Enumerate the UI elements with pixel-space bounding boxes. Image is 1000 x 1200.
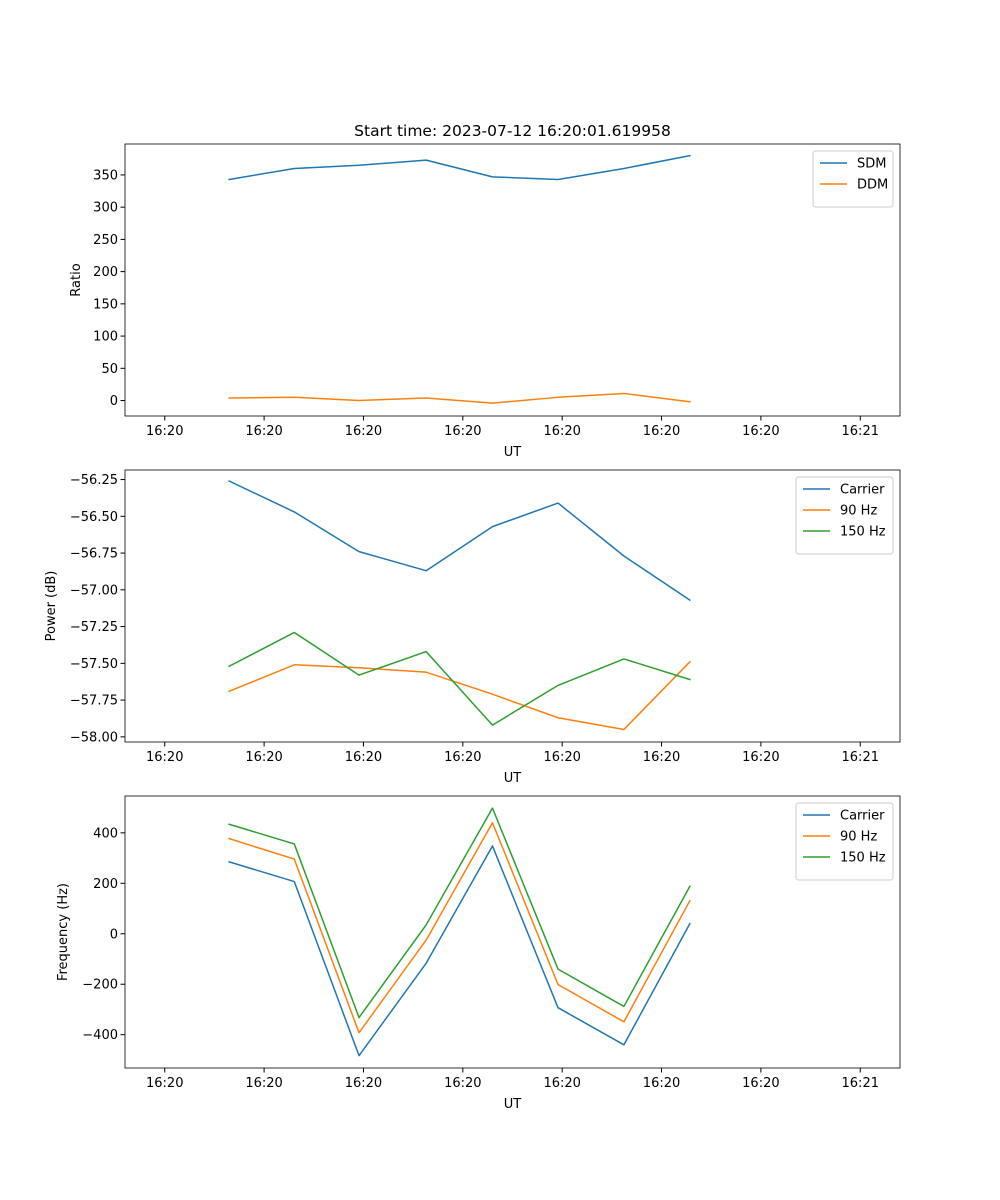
series-line-90-hz bbox=[228, 822, 691, 1034]
y-tick-label: −400 bbox=[82, 1028, 118, 1043]
legend-label: 150 Hz bbox=[840, 525, 886, 540]
x-tick-label: 16:20 bbox=[742, 750, 779, 765]
legend: Carrier 90 Hz 150 Hz bbox=[795, 802, 894, 881]
chart-panel-2: 16:20 16:20 16:20 16:20 16:20 16:20 16:20 16:21… bbox=[44, 469, 901, 786]
x-tick-label: 16:20 bbox=[543, 1076, 580, 1091]
y-tick-label: 150 bbox=[93, 297, 118, 312]
legend-label: SDM bbox=[857, 157, 886, 172]
y-axis-label: Ratio bbox=[69, 263, 84, 296]
y-tick-label: −57.75 bbox=[70, 694, 118, 709]
series-line-90-hz bbox=[228, 660, 691, 731]
x-tick-label: 16:20 bbox=[543, 424, 580, 439]
x-tick-label: 16:20 bbox=[146, 1076, 183, 1091]
y-tick-label: 0 bbox=[110, 394, 118, 409]
x-tick-label: 16:20 bbox=[643, 750, 680, 765]
y-tick-label: 250 bbox=[93, 233, 118, 248]
y-tick-label: 200 bbox=[93, 265, 118, 280]
y-tick-label: −57.50 bbox=[70, 657, 118, 672]
x-tick-label: 16:20 bbox=[444, 1076, 481, 1091]
legend-label: DDM bbox=[857, 178, 888, 193]
y-tick-label: 200 bbox=[93, 877, 118, 892]
y-tick-label: −57.25 bbox=[70, 620, 118, 635]
x-tick-label: 16:20 bbox=[245, 750, 282, 765]
x-axis-label: UT bbox=[504, 1097, 522, 1112]
x-tick-label: 16:20 bbox=[543, 750, 580, 765]
y-tick-label: 400 bbox=[93, 826, 118, 841]
legend-label: 150 Hz bbox=[840, 851, 886, 866]
y-tick-label: −56.75 bbox=[70, 547, 118, 562]
x-axis-label: UT bbox=[504, 771, 522, 786]
legend-label: Carrier bbox=[840, 809, 885, 824]
chart-panels: 16:20 16:20 16:20 16:20 16:20 16:20 16:20 16:21… bbox=[44, 143, 901, 1112]
y-tick-label: −56.25 bbox=[70, 473, 118, 488]
y-tick-label: 350 bbox=[93, 168, 118, 183]
legend: Carrier 90 Hz 150 Hz bbox=[795, 476, 894, 555]
x-tick-label: 16:20 bbox=[345, 750, 382, 765]
y-tick-label: −58.00 bbox=[70, 730, 118, 745]
x-tick-label: 16:20 bbox=[742, 424, 779, 439]
x-tick-label: 16:20 bbox=[444, 424, 481, 439]
x-tick-label: 16:20 bbox=[742, 1076, 779, 1091]
series-line-ddm bbox=[228, 392, 691, 404]
legend-label: 90 Hz bbox=[840, 830, 877, 845]
legend-box bbox=[795, 802, 894, 881]
y-tick-label: −57.00 bbox=[70, 583, 118, 598]
series-line-sdm bbox=[228, 154, 691, 181]
x-tick-label: 16:20 bbox=[643, 424, 680, 439]
figure-title: Start time: 2023-07-12 16:20:01.619958 bbox=[354, 122, 671, 140]
legend-box bbox=[795, 476, 894, 555]
y-axis-label: Power (dB) bbox=[44, 571, 59, 642]
x-tick-label: 16:20 bbox=[345, 424, 382, 439]
x-tick-label: 16:20 bbox=[444, 750, 481, 765]
x-tick-label: 16:20 bbox=[245, 1076, 282, 1091]
x-tick-label: 16:20 bbox=[345, 1076, 382, 1091]
x-tick-label: 16:20 bbox=[146, 750, 183, 765]
x-tick-label: 16:21 bbox=[842, 1076, 879, 1091]
plot-frame bbox=[124, 469, 901, 743]
y-tick-label: −200 bbox=[82, 978, 118, 993]
series-line-carrier bbox=[228, 845, 691, 1057]
plot-frame bbox=[124, 795, 901, 1069]
series-line-carrier bbox=[228, 480, 691, 602]
y-tick-label: 0 bbox=[110, 927, 118, 942]
x-tick-label: 16:21 bbox=[842, 424, 879, 439]
chart-panel-3: 16:20 16:20 16:20 16:20 16:20 16:20 16:20 16:21… bbox=[56, 795, 901, 1112]
series-line-150-hz bbox=[228, 807, 691, 1019]
series-line-150-hz bbox=[228, 631, 691, 726]
x-tick-label: 16:20 bbox=[146, 424, 183, 439]
y-tick-label: −56.50 bbox=[70, 510, 118, 525]
y-tick-label: 300 bbox=[93, 201, 118, 216]
legend-box bbox=[812, 150, 894, 208]
x-tick-label: 16:21 bbox=[842, 750, 879, 765]
y-tick-label: 50 bbox=[101, 362, 118, 377]
legend: SDM DDM bbox=[812, 150, 894, 208]
x-tick-label: 16:20 bbox=[643, 1076, 680, 1091]
legend-label: Carrier bbox=[840, 483, 885, 498]
x-tick-label: 16:20 bbox=[245, 424, 282, 439]
y-axis-label: Frequency (Hz) bbox=[56, 883, 71, 981]
legend-label: 90 Hz bbox=[840, 504, 877, 519]
y-tick-label: 100 bbox=[93, 330, 118, 345]
chart-panel-1: 16:20 16:20 16:20 16:20 16:20 16:20 16:20 16:21… bbox=[69, 143, 901, 460]
plot-frame bbox=[124, 143, 901, 417]
x-axis-label: UT bbox=[504, 445, 522, 460]
